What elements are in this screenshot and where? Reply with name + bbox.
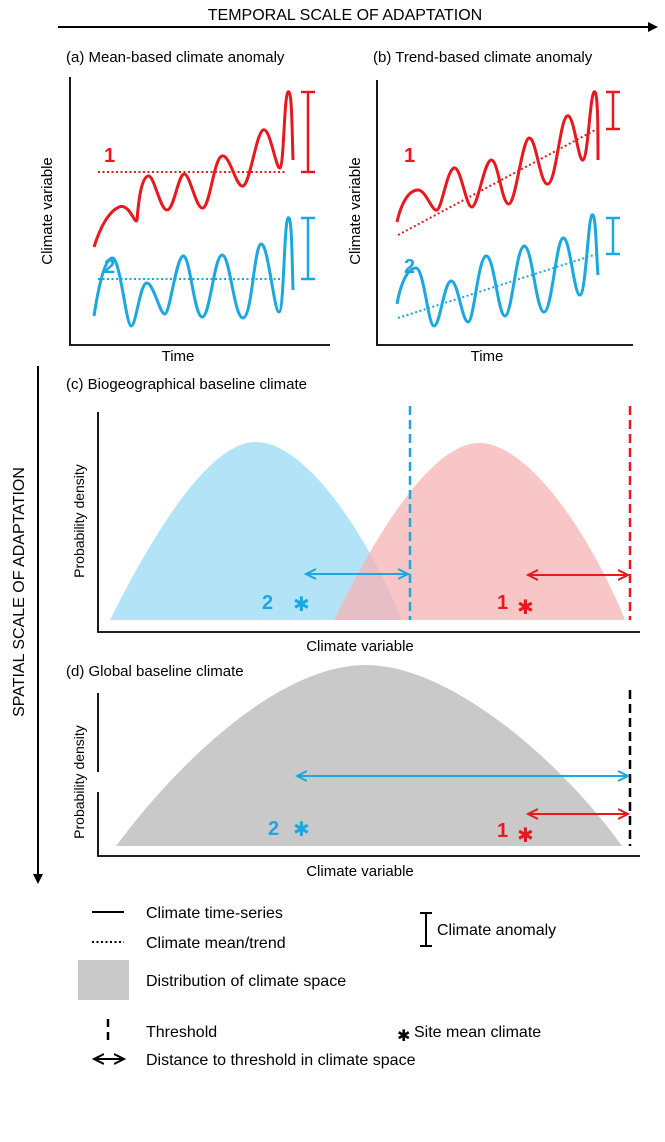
panel-b-series1-trend xyxy=(397,128,598,236)
panel-d-site2-asterisk-icon: ✱ xyxy=(293,819,310,841)
panel-c-site1-label: 1 xyxy=(497,592,508,614)
panel-a-series2-label: 2 xyxy=(104,256,115,278)
panel-b-anomaly-bracket-blue xyxy=(606,216,620,256)
panel-b-ylabel: Climate variable xyxy=(347,157,364,265)
panel-c: (c) Biogeographical baseline climate Pro… xyxy=(66,376,640,655)
panel-d-xlabel: Climate variable xyxy=(306,863,414,880)
panel-c-title: (c) Biogeographical baseline climate xyxy=(66,376,307,393)
panel-a-anomaly-bracket-blue xyxy=(301,216,315,281)
legend-time-series-label: Climate time-series xyxy=(146,905,283,922)
panel-b-series1-label: 1 xyxy=(404,145,415,167)
panel-d-site2-label: 2 xyxy=(268,818,279,840)
panel-c-site2-label: 2 xyxy=(262,592,273,614)
panel-c-axes xyxy=(97,412,640,633)
panel-b-series1-curve xyxy=(395,90,600,223)
panel-d-axes xyxy=(97,693,640,857)
legend-anomaly-label: Climate anomaly xyxy=(437,922,556,939)
panel-b-anomaly-bracket-red xyxy=(606,90,620,131)
legend-anomaly-bracket-icon xyxy=(420,912,432,947)
panel-a-axes xyxy=(69,77,330,346)
legend-threshold-label: Threshold xyxy=(146,1024,217,1041)
panel-a: (a) Mean-based climate anomaly Climate v… xyxy=(39,49,330,365)
panel-a-series1-curve xyxy=(92,90,295,248)
panel-a-title: (a) Mean-based climate anomaly xyxy=(66,49,285,66)
panel-c-ylabel: Probability density xyxy=(71,464,87,578)
panel-b-axes xyxy=(376,80,633,346)
legend-distribution-swatch-icon xyxy=(78,960,129,1000)
legend: Climate time-series Climate mean/trend C… xyxy=(78,905,556,1069)
panel-a-xlabel: Time xyxy=(162,348,195,365)
temporal-scale-title: TEMPORAL SCALE OF ADAPTATION xyxy=(208,7,482,24)
panel-b-series2-label: 2 xyxy=(404,256,415,278)
panel-c-site1-asterisk-icon: ✱ xyxy=(517,597,534,619)
panel-c-site2-asterisk-icon: ✱ xyxy=(293,594,310,616)
legend-mean-trend-label: Climate mean/trend xyxy=(146,935,286,952)
legend-site-mean-label: Site mean climate xyxy=(414,1024,541,1041)
legend-asterisk-icon: ✱ xyxy=(397,1028,410,1045)
panel-a-series2-curve xyxy=(92,216,295,328)
panel-d-distribution xyxy=(116,665,622,846)
legend-distance-label: Distance to threshold in climate space xyxy=(146,1052,416,1069)
panel-a-series1-label: 1 xyxy=(104,145,115,167)
legend-distribution-label: Distribution of climate space xyxy=(146,973,346,990)
panel-d-site1-asterisk-icon: ✱ xyxy=(517,825,534,847)
panel-b-title: (b) Trend-based climate anomaly xyxy=(373,49,593,66)
panel-c-xlabel: Climate variable xyxy=(306,638,414,655)
panel-d-ylabel: Probability density xyxy=(71,725,87,839)
panel-a-ylabel: Climate variable xyxy=(39,157,56,265)
panel-b: (b) Trend-based climate anomaly Climate … xyxy=(347,49,633,365)
panel-b-xlabel: Time xyxy=(471,348,504,365)
panel-c-distribution-1 xyxy=(334,443,625,620)
panel-d-site1-label: 1 xyxy=(497,820,508,842)
panel-b-series2-curve xyxy=(395,213,600,328)
spatial-scale-title: SPATIAL SCALE OF ADAPTATION xyxy=(11,467,28,717)
panel-d-title: (d) Global baseline climate xyxy=(66,663,244,680)
panel-d: (d) Global baseline climate Probability … xyxy=(66,663,640,880)
panel-a-anomaly-bracket-red xyxy=(301,90,315,174)
